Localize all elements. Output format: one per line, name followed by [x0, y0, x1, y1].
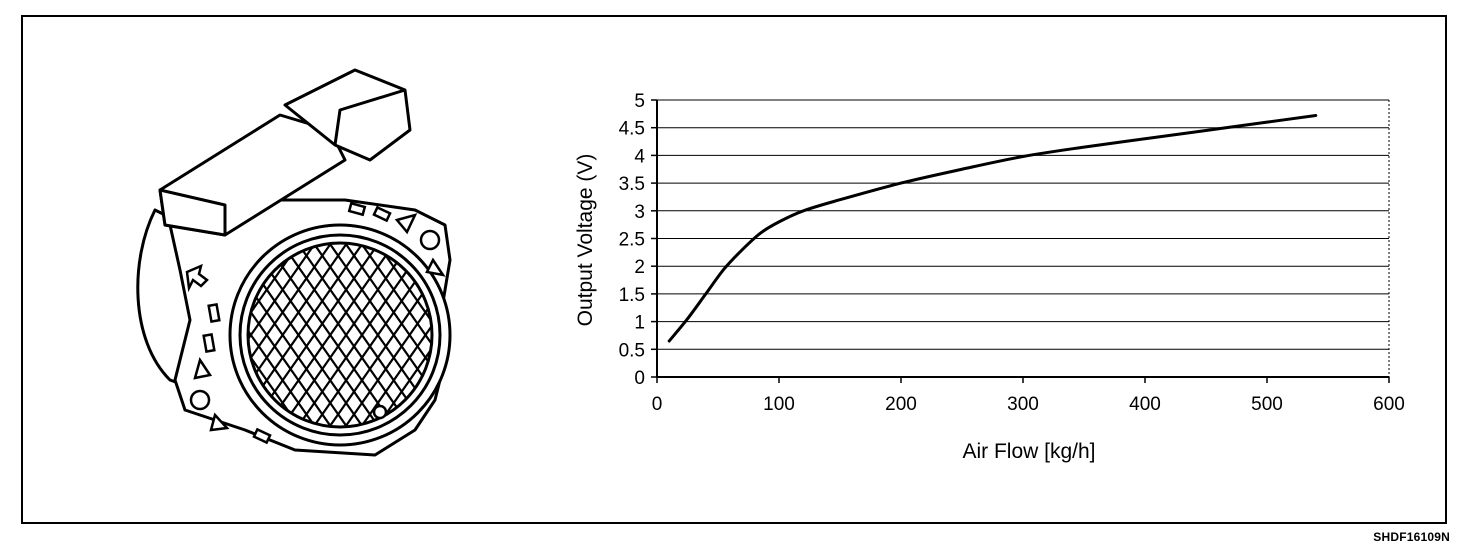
y-tick-label: 2	[634, 257, 645, 278]
y-tick-label: 3	[634, 202, 645, 223]
series-line-0	[667, 114, 1318, 343]
x-tick-label: 100	[763, 394, 795, 415]
grid-lines	[657, 99, 1389, 350]
x-axis-ticks: 0 100 200 300 400 500 600	[652, 377, 1405, 415]
x-axis-title: Air Flow [kg/h]	[962, 440, 1095, 463]
series-group	[667, 114, 1318, 343]
x-tick-label: 600	[1373, 394, 1405, 415]
y-tick-label: 1	[634, 313, 645, 334]
y-tick-label: 5	[634, 91, 645, 112]
y-axis-ticks: 0 0.5 1 1.5 2 2.5 3 3.5 4 4.5 5	[619, 91, 657, 389]
y-axis-title: Output Voltage (V)	[574, 154, 597, 327]
figure-code: SHDF16109N	[1373, 530, 1450, 544]
y-tick-label: 0.5	[619, 340, 645, 361]
x-tick-label: 0	[652, 394, 663, 415]
x-tick-label: 200	[885, 394, 917, 415]
y-tick-label: 2.5	[619, 230, 645, 251]
x-tick-label: 500	[1251, 394, 1283, 415]
y-tick-label: 0	[634, 368, 645, 389]
mass-air-flow-sensor-icon	[136, 68, 452, 457]
x-tick-label: 300	[1007, 394, 1039, 415]
figure-frame	[21, 15, 1447, 524]
output-voltage-chart: 0 0.5 1 1.5 2 2.5 3 3.5 4 4.5 5 0 100 200 300 400 500 60…	[574, 91, 1405, 463]
y-tick-label: 3.5	[619, 174, 645, 195]
y-tick-label: 4	[634, 146, 645, 167]
y-tick-label: 4.5	[619, 119, 645, 140]
y-tick-label: 1.5	[619, 285, 645, 306]
x-tick-label: 400	[1129, 394, 1161, 415]
